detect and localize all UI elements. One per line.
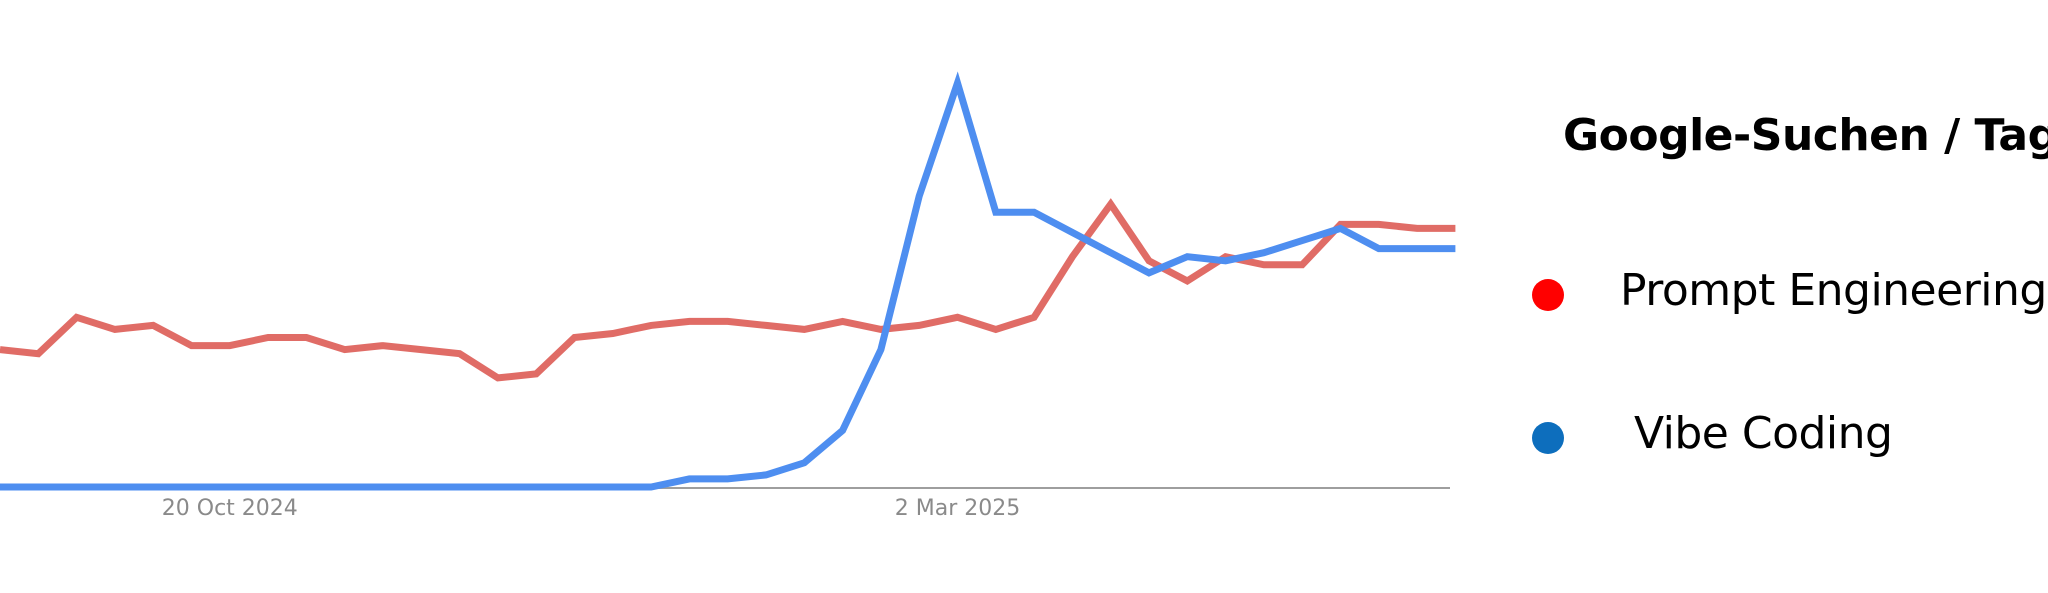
- legend-label: Prompt Engineering: [1620, 265, 2047, 316]
- legend: Google-Suchen / Tag Prompt Engineering V…: [1520, 0, 2048, 593]
- legend-label: Vibe Coding: [1634, 408, 1893, 459]
- series-layer: [0, 71, 1456, 491]
- legend-dot-icon: [1532, 422, 1564, 454]
- x-tick-label: 2 Mar 2025: [895, 496, 1020, 521]
- series-line-vibe-coding: [0, 71, 1456, 491]
- series-line-prompt-engineering: [0, 198, 1456, 382]
- line-chart: 20 Oct 2024 2 Mar 2025: [0, 71, 1456, 521]
- x-tick-labels: 20 Oct 2024 2 Mar 2025: [162, 496, 1020, 521]
- x-tick-label: 20 Oct 2024: [162, 496, 298, 521]
- legend-dot-icon: [1532, 279, 1564, 311]
- legend-title: Google-Suchen / Tag: [1563, 110, 2048, 161]
